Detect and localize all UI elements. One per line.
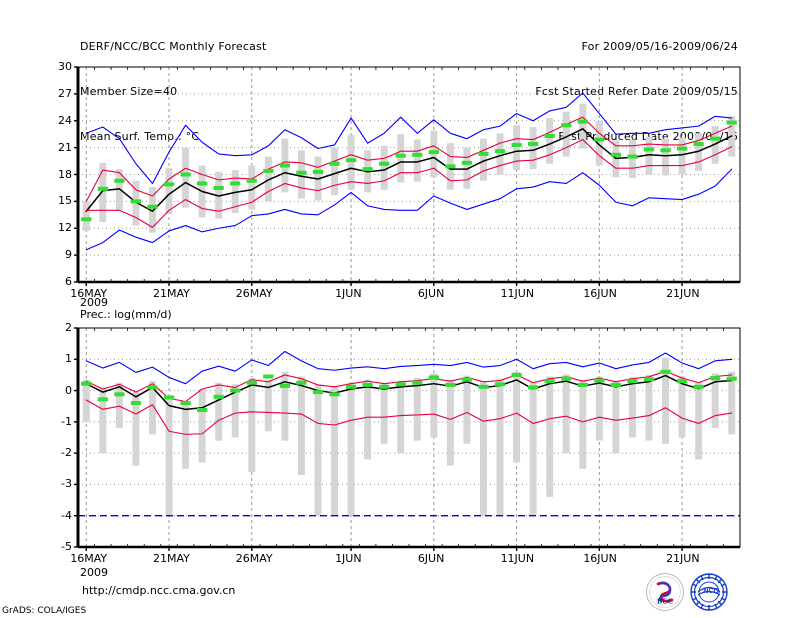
x-axis-tick-label: 16MAY	[70, 287, 108, 300]
chart-title: DERF/NCC/BCC Monthly Forecast	[80, 40, 267, 53]
x-axis-tick-label: 26MAY	[235, 287, 273, 300]
header-left-block: DERF/NCC/BCC Monthly Forecast Member Siz…	[80, 9, 267, 159]
y-axis-tick-label: -5	[61, 540, 72, 553]
year-label-top: 2009	[80, 296, 108, 309]
x-axis-tick-label: 6JUN	[417, 552, 445, 565]
x-axis-tick-label: 11JUN	[500, 552, 535, 565]
x-axis-tick-label: 16MAY	[70, 552, 108, 565]
y-axis-tick-label: 21	[58, 140, 72, 154]
temperature-chart-panel: 6 9 12 15 18 21 24 27 30 16MAY 21MAY 26MAY 1JUN 6JUN 1…	[0, 60, 800, 310]
member-size-label: Member Size=40	[80, 85, 178, 98]
x-axis-tick-label: 26MAY	[235, 552, 273, 565]
temperature-plot	[74, 66, 741, 286]
y-axis-tick-label: 0	[65, 383, 72, 397]
y-axis-tick-label: -1	[61, 414, 72, 428]
y-axis-tick-label: 1	[65, 352, 72, 366]
precipitation-plot	[74, 327, 741, 551]
y-axis-tick-label: 15	[58, 194, 72, 208]
svg-text:NCC: NCC	[703, 588, 718, 595]
x-axis-tick-label: 1JUN	[335, 287, 362, 300]
y-axis-tick-label: 27	[58, 86, 72, 100]
x-axis-tick-label: 21MAY	[153, 552, 190, 565]
x-axis-tick-label: 21MAY	[153, 287, 190, 300]
forecast-started-label: Fcst Started Refer Date 2009/05/15	[535, 85, 738, 98]
x-axis-tick-label: 21JUN	[666, 287, 700, 300]
y-axis-tick-label: 9	[65, 248, 72, 262]
svg-text:BCC: BCC	[657, 597, 673, 606]
temperature-panel-title: Mean Surf. Temp.: °C	[80, 130, 200, 143]
year-label-bottom: 2009	[80, 566, 108, 579]
precipitation-panel-title: Prec.: log(mm/d)	[80, 308, 172, 321]
ncc-logo-icon: NCC	[689, 572, 729, 612]
x-axis-tick-label: 1JUN	[335, 552, 362, 565]
y-axis-tick-label: -2	[61, 446, 72, 460]
bcc-logo-icon: BCC	[645, 572, 685, 612]
footer-credit: GrADS: COLA/IGES	[2, 606, 87, 616]
y-axis-tick-label: -4	[61, 508, 72, 522]
y-axis-tick-label: 12	[58, 221, 72, 235]
y-axis-tick-label: 18	[58, 167, 72, 181]
x-axis-tick-label: 11JUN	[500, 287, 535, 300]
x-axis-tick-label: 6JUN	[417, 287, 445, 300]
footer-url[interactable]: http://cmdp.ncc.cma.gov.cn	[82, 584, 236, 597]
y-axis-tick-label: -3	[61, 477, 72, 491]
forecast-range-label: For 2009/05/16-2009/06/24	[581, 40, 738, 53]
y-axis-tick-label: 6	[65, 275, 72, 288]
x-axis-tick-label: 16JUN	[583, 552, 617, 565]
x-axis-tick-label: 21JUN	[666, 552, 700, 565]
precipitation-chart-panel: -5 -4 -3 -2 -1 0 1 2 16MAY 21MAY 26MAY 1JUN 6JUN 11JU…	[0, 318, 800, 568]
y-axis-tick-label: 30	[58, 60, 72, 73]
y-axis-tick-label: 2	[65, 321, 72, 334]
y-axis-tick-label: 24	[58, 113, 72, 127]
x-axis-tick-label: 16JUN	[583, 287, 617, 300]
